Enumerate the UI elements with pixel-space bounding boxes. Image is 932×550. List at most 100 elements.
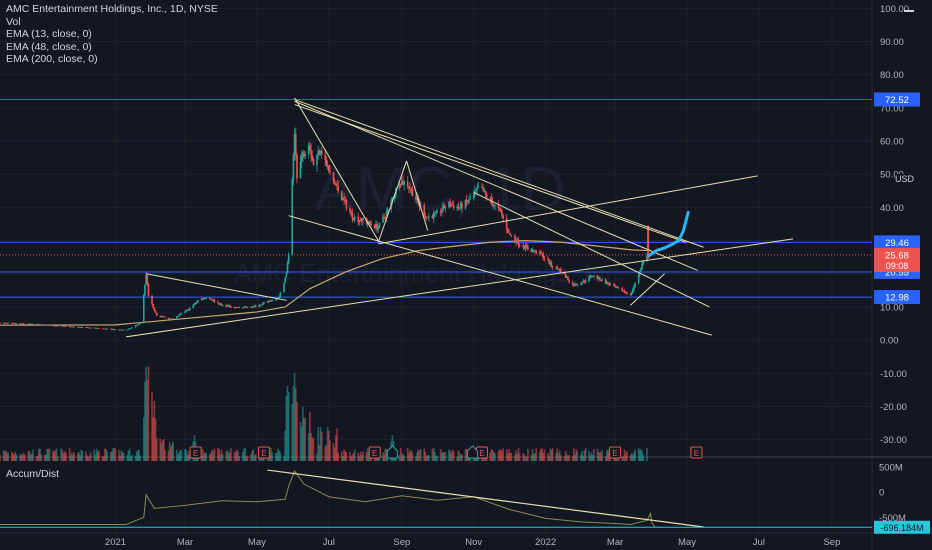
price-axis-label: 0.00 — [880, 336, 899, 347]
indicator-ema-48[interactable]: EMA (48, close, 0) — [6, 40, 92, 53]
candle-body — [375, 223, 377, 229]
volume-bar — [80, 449, 83, 461]
volume-bar — [533, 454, 535, 461]
volume-bar — [523, 454, 526, 461]
volume-bar — [151, 391, 153, 461]
symbol-title[interactable]: AMC Entertainment Holdings, Inc., 1D, NY… — [6, 3, 218, 15]
volume-bar — [623, 449, 626, 461]
volume-bar — [292, 385, 295, 461]
candle-body — [43, 324, 46, 326]
candle-body — [353, 216, 356, 221]
candle-body — [566, 277, 568, 279]
volume-bar — [556, 448, 559, 461]
candle-body — [351, 211, 354, 219]
earnings-marker-label: E — [479, 449, 484, 458]
candle-body — [311, 155, 314, 160]
candle-body — [172, 318, 175, 320]
volume-bar — [64, 451, 66, 461]
currency-label[interactable]: USD — [895, 174, 915, 184]
price-axis-label: -30.00 — [880, 435, 907, 446]
volume-bar — [43, 454, 46, 461]
candle-body — [35, 324, 38, 325]
candle-body — [325, 159, 328, 166]
candle-body — [104, 328, 106, 330]
volume-bar — [243, 448, 245, 461]
candle-body — [335, 183, 337, 186]
candle-body — [137, 324, 139, 326]
candle-body — [633, 286, 635, 290]
candle-body — [593, 275, 595, 277]
candle-body — [55, 325, 58, 327]
volume-bar — [426, 455, 429, 461]
volume-bar — [439, 449, 442, 461]
candle-body — [352, 218, 355, 221]
volume-bar — [294, 388, 297, 461]
volume-bar — [324, 446, 327, 461]
candle-body — [484, 190, 487, 194]
price-axis-label: -20.00 — [880, 402, 907, 413]
candle-body — [490, 198, 493, 203]
candle-body — [185, 310, 187, 312]
candle-body — [535, 250, 537, 254]
candle-body — [230, 306, 232, 308]
volume-bar — [276, 452, 278, 461]
price-axis-label: 40.00 — [880, 203, 904, 214]
candle-body — [10, 322, 13, 324]
volume-bar — [186, 454, 189, 461]
minimize-pane-icon[interactable] — [893, 4, 925, 18]
volume-bar — [62, 453, 65, 461]
volume-bar — [584, 448, 587, 461]
volume-bar — [357, 452, 360, 461]
candle-body — [155, 312, 158, 316]
volume-bar — [142, 417, 145, 461]
volume-bar — [359, 451, 362, 461]
candle-body — [621, 287, 623, 292]
volume-bar — [448, 449, 450, 461]
indicator-ema-200[interactable]: EMA (200, close, 0) — [6, 53, 98, 65]
accum-dist-pane — [0, 469, 872, 528]
candle-body — [541, 253, 543, 255]
volume-bar — [200, 454, 203, 461]
accum-dist-trendline — [267, 469, 704, 528]
volume-bar — [597, 452, 600, 461]
price-axis-label: 50.00 — [880, 170, 904, 181]
time-axis-label: Jul — [323, 537, 335, 548]
candle-body — [386, 209, 389, 212]
volume-bar — [501, 451, 503, 461]
candle-body — [32, 324, 34, 325]
volume-bar — [352, 452, 355, 461]
candle-body — [524, 245, 527, 249]
accum-dist-title[interactable]: Accum/Dist — [6, 468, 60, 480]
volume-bar — [541, 448, 543, 461]
volume-bar — [178, 452, 180, 461]
volume-bar — [270, 447, 272, 461]
volume-bar — [188, 454, 191, 461]
volume-bar — [557, 453, 560, 461]
candle-body — [203, 297, 205, 300]
candle-body — [61, 325, 64, 327]
volume-bar — [531, 448, 534, 461]
volume-bar — [432, 448, 435, 461]
volume-bar — [155, 438, 158, 461]
candle-body — [385, 211, 388, 218]
volume-bar — [72, 455, 74, 461]
candle-body — [317, 151, 319, 155]
volume-bar — [491, 449, 494, 461]
candle-body — [629, 293, 632, 295]
candle-body — [286, 263, 289, 274]
volume-bar — [154, 418, 157, 461]
volume-bar — [582, 455, 585, 461]
volume-bar — [122, 452, 125, 461]
volume-bar — [21, 455, 24, 461]
candle-body — [187, 309, 190, 311]
candle-body — [441, 210, 443, 213]
indicator-vol[interactable]: Vol — [6, 15, 21, 28]
indicator-ema-13[interactable]: EMA (13, close, 0) — [6, 28, 92, 40]
candle-body — [23, 324, 26, 325]
candle-body — [320, 150, 323, 155]
candle-body — [358, 220, 361, 222]
volume-bar — [571, 455, 574, 461]
candle-body — [147, 284, 150, 297]
candle-body — [46, 324, 48, 326]
